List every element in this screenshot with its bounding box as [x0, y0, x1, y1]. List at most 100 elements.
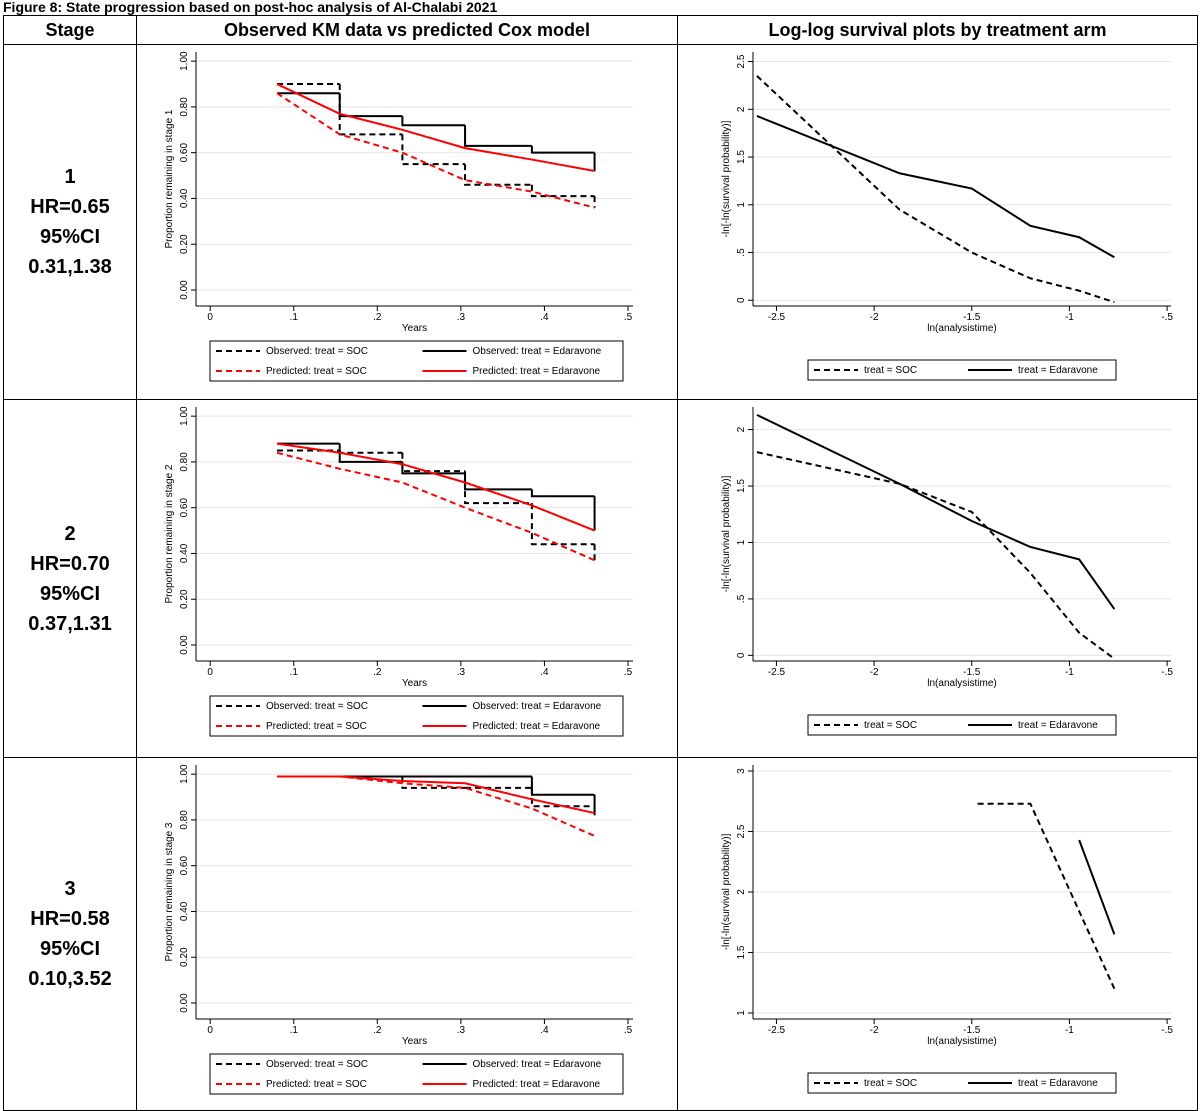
y-tick-label: 0	[736, 652, 747, 658]
x-tick-label: -2	[870, 1025, 879, 1036]
x-tick-label: .2	[373, 312, 382, 323]
legend-label: Observed: treat = Edaravone	[473, 346, 602, 357]
y-tick-label: 2	[736, 106, 747, 112]
km-step	[338, 443, 403, 463]
x-tick-label: .5	[624, 312, 633, 323]
legend-box	[807, 359, 1117, 381]
km-step	[401, 461, 466, 475]
series-line	[277, 775, 595, 815]
y-tick-label: 0.20	[179, 589, 190, 609]
legend-box	[807, 714, 1117, 736]
km-step	[401, 452, 466, 473]
y-tick-label: 2.5	[736, 824, 747, 838]
y-tick-label: 2	[736, 889, 747, 895]
series-line	[756, 115, 1115, 259]
legend-box	[209, 695, 624, 737]
y-axis-title: Proportion remaining in stage 3	[164, 822, 175, 961]
header-cell: Stage	[3, 15, 137, 45]
y-tick-label: 0.20	[179, 234, 190, 254]
legend-label: Predicted: treat = SOC	[266, 721, 367, 732]
legend-label: treat = Edaravone	[1018, 365, 1098, 376]
header-row: Stage Observed KM data vs predicted Cox …	[3, 15, 1198, 45]
y-tick-label: 0.40	[179, 188, 190, 208]
y-tick-label: 1	[736, 539, 747, 545]
legend-label: Predicted: treat = SOC	[266, 366, 367, 377]
stage-ci-label: 95%CI	[39, 582, 101, 605]
x-axis-title: ln(analysistime)	[927, 1036, 996, 1047]
stage-cell: 2 HR=0.70 95%CI 0.37,1.31	[3, 399, 137, 758]
km-step	[464, 471, 532, 505]
y-tick-label: 0	[736, 297, 747, 303]
y-tick-label: 0.40	[179, 901, 190, 921]
y-tick-label: 1.00	[179, 51, 190, 71]
y-tick-label: 0.80	[179, 452, 190, 472]
x-tick-label: -.5	[1161, 312, 1173, 323]
legend-label: Observed: treat = SOC	[266, 701, 368, 712]
y-tick-label: 3	[736, 768, 747, 774]
table-body: 1 HR=0.65 95%CI 0.31,1.38 0.00 0.20 0.40 0.60 0.…	[3, 44, 1198, 1111]
x-tick-label: .4	[540, 1025, 549, 1036]
km-cell: 0.00 0.20 0.40 0.60 0.80 1.00 0 .1 .2 .3 .4 .5 Years…	[136, 44, 678, 400]
stage-hr: HR=0.58	[30, 908, 110, 930]
series-line	[756, 451, 1115, 660]
km-chart: 0.00 0.20 0.40 0.60 0.80 1.00 0 .1 .2 .3 .4 .5 Years…	[164, 764, 633, 1095]
legend-box	[209, 340, 624, 382]
y-tick-label: 1.5	[736, 150, 747, 164]
x-tick-label: .5	[624, 667, 633, 678]
x-tick-label: .1	[290, 1025, 299, 1036]
km-step	[401, 116, 466, 127]
stage-hr: HR=0.65	[30, 196, 110, 218]
y-tick-label: 1.00	[179, 406, 190, 426]
loglog-chart: 0 .5 1 1.5 2 -2.5 -2 -1.5 -1 -.5 ln(analysistime) -…	[721, 407, 1173, 736]
stage-ci-label: 95%CI	[39, 938, 101, 960]
stage-hr: HR=0.70	[30, 552, 110, 575]
series-line	[276, 451, 595, 562]
stage-row: 2 HR=0.70 95%CI 0.37,1.31 0.00 0.20 0.40 0.60 0.…	[3, 399, 1198, 758]
y-axis-title: -ln[-ln(survival probability)]	[721, 120, 732, 237]
y-tick-label: 0.80	[179, 810, 190, 830]
km-step	[530, 184, 595, 198]
km-step	[401, 134, 466, 166]
legend-box	[209, 1053, 624, 1095]
x-tick-label: .5	[624, 1025, 633, 1036]
x-tick-label: .2	[373, 1025, 382, 1036]
legend-label: Observed: treat = Edaravone	[473, 1059, 602, 1070]
x-tick-label: .3	[457, 1025, 466, 1036]
y-tick-label: 2.5	[736, 54, 747, 68]
stage-stage: 2	[64, 522, 76, 545]
x-tick-label: -1.5	[963, 1025, 981, 1036]
legend-label: treat = SOC	[864, 720, 917, 731]
y-tick-label: 1.5	[736, 479, 747, 493]
loglog-chart: 0 .5 1 1.5 2 2.5 -2.5 -2 -1.5 -1 -.5 ln(analysistim…	[721, 52, 1173, 381]
x-axis-title: Years	[402, 1036, 427, 1047]
x-tick-label: 0	[207, 667, 213, 678]
figure-table: Stage Observed KM data vs predicted Cox …	[3, 15, 1198, 1111]
y-axis-title: Proportion remaining in stage 2	[164, 464, 175, 603]
legend-label: Predicted: treat = Edaravone	[473, 721, 601, 732]
stage-ci: 0.31,1.38	[28, 256, 112, 278]
loglog-cell: 0 .5 1 1.5 2 -2.5 -2 -1.5 -1 -.5 ln(analysistime) -…	[677, 399, 1198, 758]
loglog-chart: 1 1.5 2 2.5 3 -2.5 -2 -1.5 -1 -.5 ln(analysistime)…	[721, 765, 1173, 1094]
series-line	[276, 92, 595, 209]
x-tick-label: -1	[1065, 667, 1074, 678]
stage-row: 3 HR=0.58 95%CI 0.10,3.52 0.00 0.20 0.40 0.60 0.…	[3, 757, 1198, 1111]
series-line	[977, 802, 1116, 990]
x-tick-label: .3	[457, 667, 466, 678]
legend-label: Predicted: treat = Edaravone	[473, 1079, 601, 1090]
km-step	[464, 164, 532, 186]
km-cell: 0.00 0.20 0.40 0.60 0.80 1.00 0 .1 .2 .3 .4 .5 Years…	[136, 399, 678, 758]
x-tick-label: -1	[1065, 1025, 1074, 1036]
x-tick-label: .1	[290, 667, 299, 678]
y-tick-label: 1	[736, 202, 747, 208]
km-chart: 0.00 0.20 0.40 0.60 0.80 1.00 0 .1 .2 .3 .4 .5 Years…	[164, 406, 633, 737]
y-tick-label: 0.00	[179, 993, 190, 1013]
series-line	[276, 83, 595, 172]
y-tick-label: 2	[736, 426, 747, 432]
x-tick-label: -2	[870, 667, 879, 678]
km-step	[530, 787, 595, 808]
x-tick-label: -1.5	[963, 667, 981, 678]
km-step	[530, 145, 595, 154]
x-tick-label: -2.5	[768, 667, 786, 678]
loglog-cell: 1 1.5 2 2.5 3 -2.5 -2 -1.5 -1 -.5 ln(analysistime)…	[677, 757, 1198, 1111]
